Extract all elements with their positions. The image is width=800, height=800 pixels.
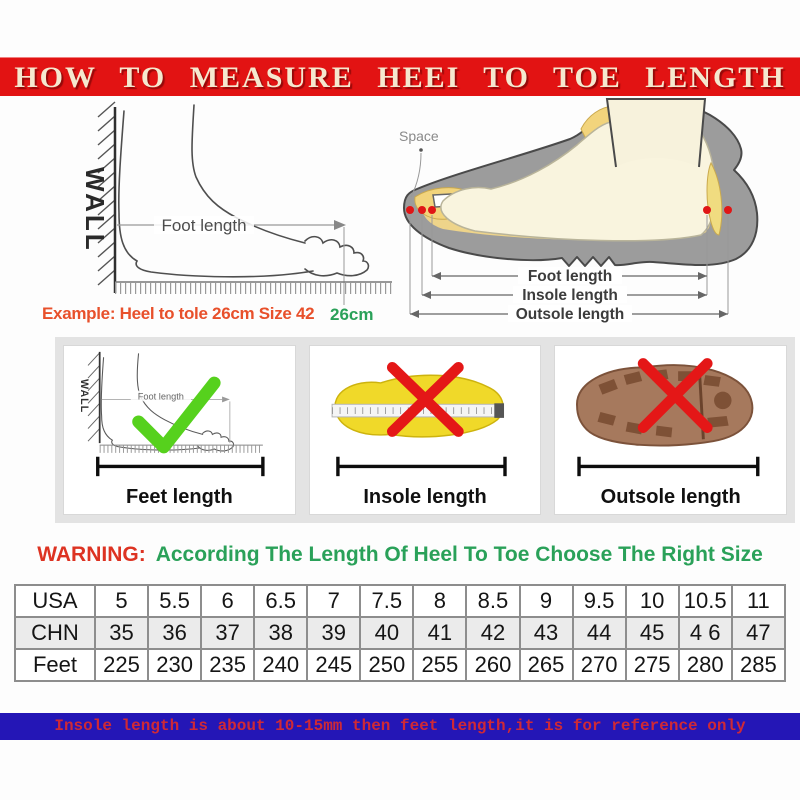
panel-outsole-length: Outsole length (554, 345, 788, 515)
size-chart-table: USA 5 5.5 6 6.5 7 7.5 8 8.5 9 9.5 10 10.… (14, 584, 787, 682)
mini-wall-label: WALL (78, 379, 90, 413)
size-cell: 5.5 (147, 584, 203, 618)
ruler-mark-26cm: 26cm (330, 305, 374, 324)
size-cell: 240 (253, 648, 309, 682)
cross-mark-icon (386, 362, 464, 437)
size-cell: 11 (730, 584, 787, 618)
shoe-insole-length-label: Insole length (522, 287, 618, 304)
size-cell: 44 (571, 616, 627, 650)
size-cell: 8.5 (465, 584, 521, 618)
size-cell: 43 (518, 616, 574, 650)
size-cell: 285 (730, 648, 787, 682)
footer-note-banner: Insole length is about 10-15mm then feet… (0, 713, 800, 740)
size-cell: 7 (306, 584, 362, 618)
instruction-panels: WALL Foot length (55, 337, 795, 523)
heel-lining (706, 161, 723, 236)
foot-outline (118, 104, 370, 278)
shoe-outsole-length-label: Outsole length (516, 306, 625, 323)
space-label: Space (399, 128, 439, 144)
insole-length-art (331, 362, 507, 477)
warning-prefix: WARNING: (37, 543, 146, 566)
size-cell: 10.5 (677, 584, 733, 618)
mini-foot-length-label: Foot length (138, 391, 184, 401)
panel-feet-length: WALL Foot length (63, 345, 296, 515)
size-cell: 41 (412, 616, 468, 650)
foot-length-label: Foot length (161, 216, 246, 235)
example-text: Example: Heel to tole 26cm Size 42 (42, 304, 315, 323)
tape-end (493, 403, 504, 418)
space-leader-dot (419, 148, 423, 152)
size-cell: 42 (465, 616, 521, 650)
size-cell: 6 (200, 584, 256, 618)
size-cell: 10 (624, 584, 680, 618)
arrowhead-icon (334, 220, 346, 230)
shoe-cross-section-diagram: Space Foot length Insole length Outsole … (399, 98, 759, 323)
outsole-length-art (576, 358, 760, 477)
measure-bracket (96, 456, 265, 477)
size-cell: 255 (412, 648, 468, 682)
warning-line: WARNING: According The Length Of Heel To … (0, 543, 800, 567)
panel-label-outsole-length: Outsole length (600, 486, 741, 508)
size-cell: 265 (518, 648, 574, 682)
size-cell: 9 (518, 584, 574, 618)
check-mark-icon (132, 376, 221, 454)
panel-insole-length: Insole length (308, 345, 542, 515)
arrowhead-icon (222, 396, 230, 403)
size-cell: 35 (93, 616, 150, 650)
size-cell: 230 (147, 648, 203, 682)
label-backing (154, 216, 254, 234)
size-cell: 6.5 (253, 584, 309, 618)
space-leader-line (410, 152, 422, 198)
label-backing (518, 267, 622, 284)
measure-marker-dots (406, 206, 732, 214)
guide-lines (409, 215, 729, 314)
wall-hatching (97, 101, 116, 286)
measure-arrowheads (410, 272, 728, 318)
measure-bracket (335, 456, 507, 477)
feet-length-art: WALL Foot length (78, 351, 265, 477)
panel-label-feet-length: Feet length (126, 486, 233, 508)
warning-message: According The Length Of Heel To Toe Choo… (155, 543, 763, 566)
foot-wall-diagram: WALL Foot length (80, 101, 392, 305)
table-row-chn: CHN 35 36 37 38 39 40 41 42 43 44 45 4 6… (14, 616, 787, 650)
size-cell: 47 (730, 616, 787, 650)
row-label: CHN (14, 616, 96, 650)
size-cell: 39 (306, 616, 362, 650)
row-label: Feet (14, 648, 96, 682)
panel-label-insole-length: Insole length (363, 486, 487, 508)
size-cell: 36 (147, 616, 203, 650)
size-cell: 8 (412, 584, 468, 618)
size-cell: 45 (624, 616, 680, 650)
size-cell: 280 (677, 648, 733, 682)
size-cell: 275 (624, 648, 680, 682)
table-row-feet: Feet 225 230 235 240 245 250 255 260 265… (14, 648, 787, 682)
label-backing (513, 286, 627, 303)
leg-shape (607, 99, 705, 167)
size-cell: 270 (571, 648, 627, 682)
row-label: USA (14, 584, 96, 618)
cross-mark-icon (638, 358, 713, 433)
size-cell: 225 (93, 648, 150, 682)
size-cell: 4 6 (677, 616, 733, 650)
mini-wall-hatching (87, 352, 101, 442)
size-cell: 9.5 (571, 584, 627, 618)
size-cell: 245 (306, 648, 362, 682)
size-cell: 40 (359, 616, 415, 650)
table-row-usa: USA 5 5.5 6 6.5 7 7.5 8 8.5 9 9.5 10 10.… (14, 584, 787, 618)
size-cell: 235 (200, 648, 256, 682)
measure-bracket (577, 456, 760, 477)
leg-outline (605, 98, 707, 168)
label-backing (508, 305, 632, 322)
wall-label: WALL (80, 167, 110, 253)
size-cell: 250 (359, 648, 415, 682)
label-backing (130, 390, 191, 402)
size-cell: 37 (200, 616, 256, 650)
size-cell: 5 (93, 584, 150, 618)
size-cell: 7.5 (359, 584, 415, 618)
shoe-foot-length-label: Foot length (528, 268, 612, 285)
title-banner: HOW TO MEASURE HEEI TO TOE LENGTH (0, 57, 800, 96)
size-cell: 38 (253, 616, 309, 650)
size-cell: 260 (465, 648, 521, 682)
